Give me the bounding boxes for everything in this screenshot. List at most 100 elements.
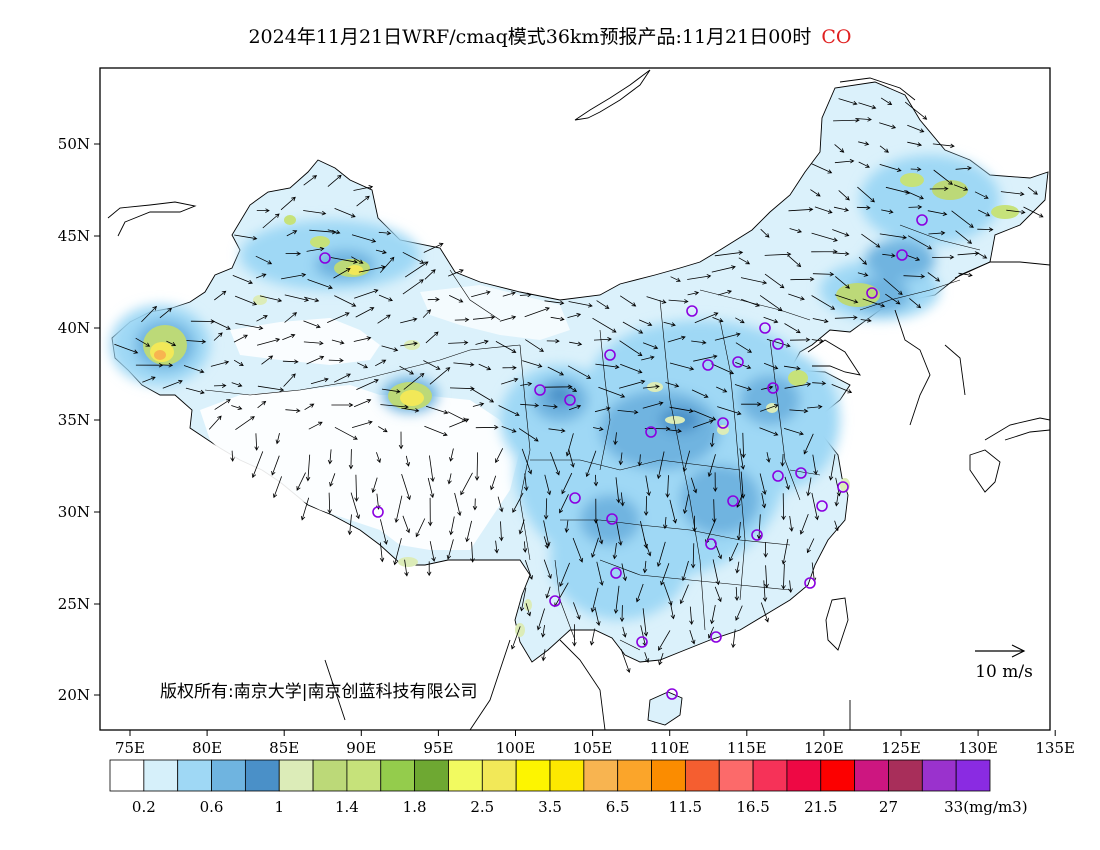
wind-arrow: [381, 388, 401, 394]
wind-arrow: [739, 448, 745, 470]
wind-arrow: [790, 277, 815, 282]
wind-arrow: [214, 399, 231, 410]
colorbar-swatch: [448, 759, 483, 792]
colorbar-label: 0.6: [200, 798, 224, 816]
wind-arrow: [694, 312, 719, 324]
wind-arrow: [593, 337, 612, 342]
wind-arrow: [472, 498, 478, 511]
wind-arrow: [689, 629, 696, 645]
station-marker: [710, 631, 722, 643]
wind-arrow: [975, 251, 988, 259]
wind-arrow: [665, 382, 680, 388]
wind-arrow: [834, 158, 855, 164]
wind-arrow: [498, 405, 520, 416]
wind-arrow: [679, 584, 689, 605]
wind-arrow: [932, 143, 955, 149]
wind-arrow: [213, 383, 227, 388]
wind-arrow: [642, 608, 649, 637]
wind-arrow: [282, 333, 296, 341]
wind-arrow: [642, 401, 664, 409]
colorbar-swatch: [481, 759, 517, 792]
wind-arrow: [670, 276, 681, 282]
lon-label: 130E: [958, 739, 998, 757]
wind-arrow: [449, 418, 470, 428]
wind-arrow: [234, 295, 258, 306]
wind-arrow: [135, 337, 151, 347]
wind-arrow: [735, 317, 745, 324]
wind-arrow: [232, 275, 253, 285]
wind-arrow: [307, 279, 333, 290]
wind-arrow: [405, 455, 411, 467]
wind-arrow: [329, 473, 336, 487]
wind-arrow: [114, 343, 139, 354]
station-marker: [636, 636, 648, 648]
colorbar-swatch: [143, 759, 179, 792]
wind-arrow: [885, 293, 901, 305]
wind-arrow: [783, 428, 804, 436]
wind-arrow: [761, 493, 767, 509]
latitude-axis: 50N 45N 40N 35N 30N 25N 20N: [58, 135, 100, 704]
wind-arrow: [712, 317, 724, 323]
wind-arrow: [592, 317, 617, 333]
wind-arrow: [644, 426, 671, 432]
lon-label: 135E: [1035, 739, 1075, 757]
wind-arrow: [447, 473, 452, 485]
wind-arrow: [764, 565, 769, 589]
wind-arrow: [834, 294, 859, 304]
wind-arrow: [541, 625, 546, 638]
wind-arrow: [327, 312, 350, 323]
wind-arrow: [759, 427, 779, 436]
wind-arrow: [622, 626, 627, 638]
colorbar-swatch: [752, 759, 788, 792]
wind-arrow: [731, 629, 736, 649]
wind-arrow: [330, 257, 358, 264]
wind-arrow: [784, 382, 812, 389]
neighbor-outlines: [107, 69, 1050, 730]
colorbar-swatch: [888, 759, 923, 792]
wind-arrow: [521, 448, 533, 475]
wind-arrow: [160, 363, 174, 368]
colorbar-label: 27: [879, 798, 898, 816]
wind-arrow: [834, 144, 845, 153]
wind-arrow: [644, 652, 650, 663]
wind-arrow: [761, 385, 774, 390]
wind-arrow: [235, 416, 255, 431]
wind-arrow: [378, 230, 392, 236]
wind-arrow: [618, 452, 624, 466]
wind-arrow: [281, 272, 307, 280]
wind-scale-arrow: [975, 644, 1026, 658]
wind-arrow: [429, 541, 436, 562]
wind-arrow: [760, 404, 779, 412]
wind-arrow: [596, 561, 604, 586]
wind-arrow: [645, 475, 651, 497]
wind-arrow: [568, 404, 582, 411]
wind-arrow: [835, 276, 850, 289]
wind-arrow: [525, 603, 532, 617]
station-marker: [645, 426, 657, 438]
colorbar-label: 16.5: [736, 798, 769, 816]
wind-arrow: [565, 433, 574, 457]
wind-arrow: [811, 163, 833, 174]
wind-arrow: [519, 292, 532, 298]
wind-arrow: [806, 538, 815, 554]
wind-arrow: [425, 331, 439, 344]
wind-arrow: [472, 315, 496, 320]
lat-label: 45N: [58, 227, 90, 245]
station-marker: [804, 577, 816, 589]
wind-arrow: [669, 362, 695, 371]
hotspots: [143, 173, 1019, 637]
wind-arrow: [449, 295, 464, 303]
wind-arrow: [334, 295, 357, 307]
wind-arrow: [857, 272, 869, 277]
wind-arrow: [502, 291, 516, 297]
wind-arrow: [951, 210, 974, 228]
wind-arrow: [613, 585, 620, 614]
wind-arrow: [803, 433, 814, 455]
wind-arrow: [357, 362, 369, 369]
colorbar: [109, 759, 991, 792]
colorbar-label: 1.4: [335, 798, 359, 816]
wind-arrow: [262, 213, 280, 229]
colorbar-swatch: [177, 759, 212, 792]
wind-arrow: [393, 538, 402, 566]
wind-arrow: [543, 498, 549, 520]
